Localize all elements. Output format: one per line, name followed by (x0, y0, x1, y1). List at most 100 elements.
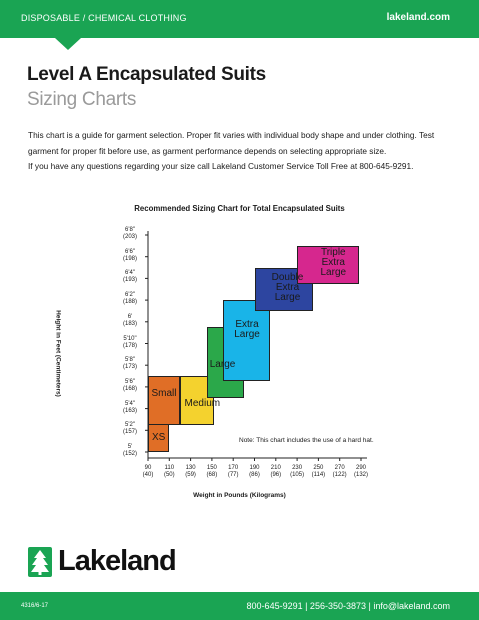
y-tick-label: 5'6" (168) (115, 379, 145, 393)
x-tick-label: 230 (105) (285, 465, 309, 479)
size-region-small (148, 376, 180, 425)
x-tick-label-lbs: 230 (292, 465, 303, 471)
intro-line: If you have any questions regarding your… (28, 161, 414, 171)
header-bar: DISPOSABLE / CHEMICAL CLOTHING lakeland.… (0, 0, 479, 38)
logo-wordmark: Lakeland (58, 545, 177, 577)
x-tick-label: 210 (96) (264, 465, 288, 479)
y-tick-label: 5'10" (178) (115, 336, 145, 350)
y-tick-label-imperial: 6'2" (125, 292, 135, 299)
x-tick-label-lbs: 90 (144, 465, 152, 471)
y-tick-label-metric: (203) (122, 234, 137, 240)
y-tick-label-imperial: 6'8" (125, 227, 135, 233)
size-region-medium (179, 376, 215, 425)
y-tick-label-imperial: 5'4" (125, 400, 135, 407)
size-label-extra-large: Extra Large (217, 320, 277, 340)
x-tick-label-kg: (114) (311, 472, 326, 478)
x-tick-label: 130 (59) (179, 465, 203, 479)
header-notch (55, 38, 81, 50)
y-tick-label-imperial: 5'6" (125, 378, 135, 385)
y-tick-label-metric: (198) (122, 255, 137, 262)
site-link[interactable]: lakeland.com (386, 12, 450, 23)
footer-bar: 4316/6-17 800-645-9291 | 256-350-3873 | … (0, 592, 479, 620)
page-subtitle: Sizing Charts (27, 89, 137, 110)
x-axis-title: Weight in Pounds (Kilograms) (193, 492, 286, 499)
intro-text: This chart is a guide for garment select… (28, 128, 458, 175)
x-tick-label: 90 (40) (136, 465, 160, 479)
y-tick-label: 5' (152) (115, 444, 145, 458)
x-tick-label-kg: (68) (206, 472, 218, 478)
y-tick-label: 5'4" (163) (115, 401, 145, 415)
y-tick-label: 6'4" (193) (115, 270, 145, 284)
intro-line: garment for proper fit before use, as ga… (28, 145, 387, 156)
y-tick-label-metric: (178) (122, 342, 137, 349)
size-label-line: XS (151, 431, 166, 443)
size-label-line: Extra (321, 257, 345, 269)
x-tick-label-lbs: 110 (164, 465, 175, 471)
y-tick-label-imperial: 5'2" (125, 422, 135, 429)
size-label-medium: Medium (172, 399, 232, 409)
x-tick-label-kg: (40) (142, 472, 154, 478)
size-label-line: Double (271, 272, 304, 284)
intro-line: This chart is a guide for garment select… (28, 130, 435, 140)
category-label: DISPOSABLE / CHEMICAL CLOTHING (21, 13, 187, 23)
y-tick-label: 5'8" (173) (115, 357, 145, 371)
chart-note: Note: This chart includes the use of a h… (239, 437, 374, 444)
x-tick-label-kg: (96) (270, 472, 282, 478)
x-tick-label-kg: (50) (163, 472, 175, 478)
x-tick-label-lbs: 290 (355, 465, 366, 471)
y-tick-label: 6' (183) (115, 314, 145, 328)
x-tick-label: 270 (122) (328, 465, 352, 479)
size-label-line: Extra (235, 319, 259, 331)
size-label-line: Extra (275, 282, 300, 294)
x-tick-label-lbs: 250 (313, 465, 324, 471)
document-code: 4316/6-17 (21, 603, 49, 609)
y-tick-label-imperial: 6'6" (125, 248, 135, 255)
size-label-line: Large (209, 359, 236, 371)
size-label-line: Large (234, 329, 260, 341)
x-tick-label-lbs: 130 (185, 465, 196, 471)
x-tick-label: 110 (50) (157, 465, 181, 479)
y-tick-label-imperial: 5'8" (125, 357, 135, 364)
x-tick-label-kg: (77) (227, 472, 239, 478)
tree-logo-icon (28, 547, 52, 577)
x-tick-label-kg: (86) (249, 472, 260, 478)
x-tick-label-kg: (105) (290, 472, 305, 478)
x-tick-label-kg: (122) (332, 472, 347, 478)
x-tick-label: 290 (132) (349, 465, 373, 479)
page-title: Level A Encapsulated Suits (27, 64, 266, 85)
y-tick-label-metric: (157) (122, 429, 137, 436)
y-tick-label: 6'2" (188) (115, 292, 145, 306)
x-tick-label-lbs: 150 (206, 465, 217, 471)
size-label-line: Large (274, 292, 301, 304)
size-label-xs: XS (129, 431, 189, 443)
y-tick-label-metric: (193) (122, 277, 137, 284)
y-tick-label: 6'8" (203) (115, 227, 145, 241)
x-tick-label-lbs: 170 (228, 465, 239, 471)
x-tick-label: 170 (77) (221, 465, 245, 479)
size-label-double-extra-large: Double Extra Large (258, 273, 318, 303)
y-tick-label-imperial: 5' (127, 444, 133, 450)
x-tick-label-lbs: 190 (249, 465, 260, 471)
x-tick-label: 250 (114) (306, 465, 330, 479)
x-tick-label: 150 (68) (200, 465, 224, 479)
size-label-line: Large (320, 267, 347, 279)
size-label-line: Triple (320, 247, 346, 259)
y-tick-label-imperial: 5'10" (123, 335, 137, 342)
size-label-line: Small (151, 388, 177, 400)
size-region-triple-extra-large (297, 245, 359, 284)
chart-title: Recommended Sizing Chart for Total Encap… (134, 204, 345, 213)
size-region-extra-large (222, 300, 271, 382)
y-tick-label-imperial: 6'4" (125, 270, 135, 277)
y-tick-label-metric: (173) (122, 364, 137, 371)
y-tick-label: 5'2" (157) (115, 422, 145, 436)
footer-contact: 800-645-9291 | 256-350-3873 | info@lakel… (246, 601, 450, 611)
y-tick-label-imperial: 6' (127, 313, 133, 320)
x-tick-label-lbs: 270 (334, 465, 345, 471)
x-tick-label: 190 (86) (243, 465, 267, 479)
x-tick-label-kg: (59) (185, 472, 196, 478)
y-tick-label-metric: (152) (122, 451, 137, 457)
size-label-triple-extra-large: Triple Extra Large (303, 248, 363, 278)
size-label-large: Large (193, 360, 253, 370)
y-tick-label-metric: (168) (122, 385, 137, 392)
y-tick-label-metric: (183) (122, 320, 137, 327)
